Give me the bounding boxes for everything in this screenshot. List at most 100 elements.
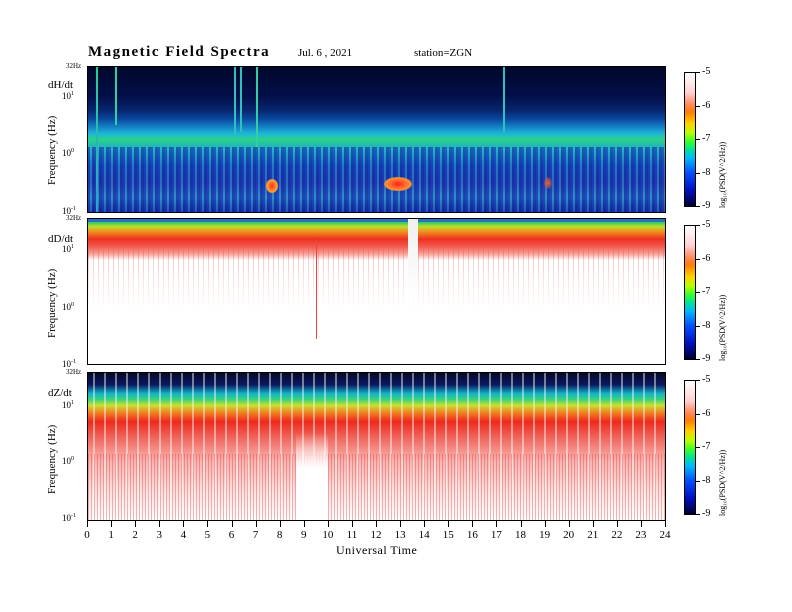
x-tick (183, 521, 185, 527)
x-tick (400, 521, 402, 527)
x-tick (665, 521, 666, 527)
chart-title: Magnetic Field Spectra (88, 44, 271, 60)
y-tick-label: 101 (62, 244, 74, 254)
colorbar-tick-label: -6 (702, 252, 711, 264)
component-label-dd: dD/dt (48, 233, 74, 245)
y-tick-label: 10-1 (62, 206, 76, 216)
x-tick (159, 521, 161, 527)
spectrogram-burst (115, 67, 117, 125)
x-tick-label: 8 (276, 529, 283, 541)
y-tick-label: 100 (62, 148, 74, 158)
x-tick (520, 521, 522, 527)
colorbar-tick (696, 225, 700, 226)
colorbar-tick-label: -9 (702, 508, 711, 519)
x-tick-label: 3 (156, 529, 163, 541)
colorbar-tick (696, 206, 700, 207)
x-tick-label: 18 (515, 529, 526, 541)
x-tick-label: 23 (635, 529, 647, 541)
x-tick-label: 10 (322, 529, 334, 541)
colorbar-tick-label: -9 (702, 353, 711, 364)
x-tick-label: 24 (659, 529, 671, 541)
x-tick-label: 5 (204, 529, 211, 541)
colorbar-tick (696, 325, 700, 327)
colorbar-dd (684, 225, 696, 360)
spectrogram-top-band (88, 219, 665, 224)
colorbar-tick-label: -7 (702, 441, 711, 452)
spectrogram-burst (96, 67, 98, 212)
x-tick (592, 521, 594, 527)
colorbar-label: log₁₀(PSD(V^2/Hz)) (718, 294, 727, 361)
x-tick-label: 16 (466, 529, 478, 541)
spectrogram-burst (256, 67, 258, 147)
x-tick-label: 2 (132, 529, 138, 541)
spectrogram-energy-band (88, 222, 665, 260)
x-tick (351, 521, 353, 527)
colorbar-tick (696, 258, 700, 260)
x-tick-label: 22 (611, 529, 623, 541)
component-label-dh: dH/dt (48, 79, 74, 91)
colorbar-tick (696, 292, 700, 293)
x-tick-label: 15 (442, 529, 454, 541)
station-label: station=ZGN (414, 47, 473, 59)
y-tick-label: 101 (62, 400, 74, 410)
colorbar-tick (696, 359, 700, 360)
spectrogram-burst (234, 67, 236, 140)
spectrogram-noise-band (88, 453, 665, 520)
x-tick-label: 19 (539, 529, 551, 541)
spectrogram-dz (87, 372, 666, 521)
colorbar-tick-label: -5 (702, 219, 711, 230)
spectrogram-streaks (88, 373, 665, 520)
colorbar-tick-label: -5 (702, 374, 711, 385)
spectrogram-noise-band (88, 146, 665, 212)
y-axis-title: Frequency (Hz) (46, 115, 58, 185)
x-tick (616, 521, 618, 527)
x-tick (424, 521, 426, 527)
y-tick-label: 32Hz (66, 214, 82, 222)
x-tick (207, 521, 209, 527)
colorbar-tick (696, 105, 700, 107)
colorbar-tick (696, 413, 700, 415)
colorbar-label: log₁₀(PSD(V^2/Hz)) (718, 141, 727, 208)
spectrogram-hotspot (266, 179, 278, 193)
x-axis-title: Universal Time (336, 543, 418, 557)
x-tick-label: 20 (563, 529, 575, 541)
spectrogram-dd (87, 218, 666, 365)
x-tick (376, 521, 377, 527)
x-tick (279, 521, 281, 527)
x-tick (231, 521, 233, 527)
x-tick (111, 521, 113, 527)
x-tick-label: 12 (370, 529, 382, 541)
colorbar-tick-label: -7 (702, 286, 711, 297)
x-tick-label: 9 (301, 529, 307, 541)
spectrogram-gap (408, 219, 418, 299)
colorbar-tick-label: -8 (702, 166, 711, 178)
x-tick (135, 521, 137, 527)
y-axis-title: Frequency (Hz) (46, 268, 58, 338)
x-tick-label: 0 (84, 529, 90, 541)
colorbar-tick (696, 72, 700, 73)
y-tick-label: 10-1 (62, 359, 76, 369)
colorbar-tick-label: -8 (702, 474, 711, 486)
x-tick-label: 14 (418, 529, 430, 541)
x-tick-label: 4 (180, 529, 187, 541)
x-tick (472, 521, 474, 527)
x-tick (327, 521, 329, 527)
x-tick (640, 521, 642, 527)
x-tick (544, 521, 546, 527)
x-tick (496, 521, 498, 527)
colorbar-tick-label: -9 (702, 200, 711, 211)
colorbar-dh (684, 72, 696, 207)
spectrogram-gap (296, 433, 328, 520)
colorbar-tick (696, 172, 700, 174)
y-tick-label: 32Hz (66, 62, 82, 70)
x-tick (87, 521, 88, 527)
component-label-dz: dZ/dt (48, 387, 72, 399)
x-tick-label: 11 (346, 529, 358, 541)
colorbar-tick (696, 514, 700, 515)
x-tick-label: 17 (490, 529, 502, 541)
x-tick-label: 21 (587, 529, 599, 541)
y-tick-label: 100 (62, 302, 74, 312)
y-tick-label: 101 (62, 91, 74, 101)
date-label: Jul. 6 , 2021 (298, 47, 353, 59)
x-tick-label: 6 (228, 529, 235, 541)
